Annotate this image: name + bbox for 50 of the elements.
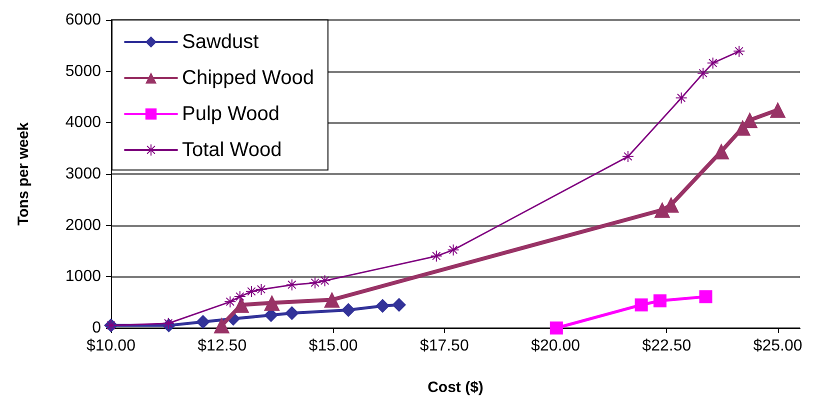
legend-label: Chipped Wood bbox=[182, 67, 314, 89]
legend-label: Sawdust bbox=[182, 31, 260, 53]
x-tick-label: $15.00 bbox=[308, 338, 358, 354]
point bbox=[284, 306, 299, 320]
y-tick-label: 6000 bbox=[65, 12, 102, 28]
point bbox=[622, 151, 634, 162]
point bbox=[310, 277, 321, 288]
point bbox=[256, 284, 267, 295]
point bbox=[770, 102, 786, 118]
x-tick-label: $22.50 bbox=[642, 338, 692, 354]
point bbox=[234, 291, 246, 302]
y-tick-label: 2000 bbox=[65, 216, 102, 234]
x-tick-label: $17.50 bbox=[420, 338, 469, 354]
x-axis-title: Cost ($) bbox=[428, 379, 484, 396]
x-tick-label: $20.00 bbox=[531, 338, 580, 354]
legend-label: Pulp Wood bbox=[182, 103, 280, 125]
x-tick-label: $25.00 bbox=[753, 338, 802, 354]
y-tick-label: 0 bbox=[92, 320, 102, 336]
y-axis-title: Tons per week bbox=[15, 122, 32, 226]
point bbox=[341, 303, 356, 318]
point bbox=[734, 46, 745, 57]
point bbox=[324, 292, 340, 308]
point bbox=[224, 296, 236, 308]
point bbox=[698, 68, 709, 79]
x-tick-label: $10.00 bbox=[86, 338, 136, 354]
point bbox=[448, 244, 459, 256]
y-tick-label: 4000 bbox=[65, 114, 102, 132]
point bbox=[676, 92, 687, 104]
point bbox=[162, 318, 174, 329]
point bbox=[734, 120, 751, 136]
y-tick-label: 1000 bbox=[65, 268, 102, 286]
point bbox=[550, 322, 563, 334]
point bbox=[654, 202, 670, 218]
point bbox=[319, 275, 330, 286]
y-tick-label: 5000 bbox=[65, 62, 102, 80]
point bbox=[430, 250, 442, 262]
point bbox=[286, 279, 298, 290]
point bbox=[264, 294, 280, 311]
point bbox=[246, 286, 257, 298]
point bbox=[392, 298, 406, 312]
point bbox=[634, 298, 648, 312]
point bbox=[196, 314, 210, 329]
point bbox=[699, 290, 712, 304]
legend-label: Total Wood bbox=[182, 139, 282, 161]
point bbox=[214, 317, 230, 334]
point bbox=[376, 298, 390, 313]
point bbox=[707, 58, 718, 69]
y-tick-label: 3000 bbox=[65, 166, 102, 182]
x-tick-label: $12.50 bbox=[198, 338, 247, 354]
point bbox=[653, 294, 666, 308]
